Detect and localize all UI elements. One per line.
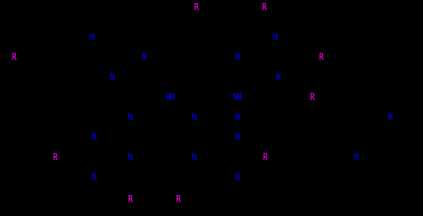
Text: R: R [176,195,181,205]
Text: R: R [52,152,58,162]
Text: HN: HN [165,92,175,102]
Text: N: N [91,173,96,181]
Text: N: N [142,52,146,62]
Text: N: N [272,32,277,41]
Text: R: R [263,152,267,162]
Text: N: N [192,152,196,162]
Text: N: N [192,113,196,121]
Text: N: N [387,113,393,121]
Text: N: N [354,152,358,162]
Text: N: N [235,113,239,121]
Text: R: R [11,54,16,62]
Text: NH: NH [232,92,242,102]
Text: N: N [91,132,96,141]
Text: N: N [128,113,132,121]
Text: R: R [194,3,198,13]
Text: R: R [128,195,132,205]
Text: N: N [275,73,280,81]
Text: R: R [310,92,314,102]
Text: N: N [110,73,115,81]
Text: N: N [235,132,239,141]
Text: N: N [90,32,94,41]
Text: R: R [319,54,324,62]
Text: R: R [261,3,266,13]
Text: N: N [235,173,239,181]
Text: N: N [235,52,239,62]
Text: N: N [128,152,132,162]
